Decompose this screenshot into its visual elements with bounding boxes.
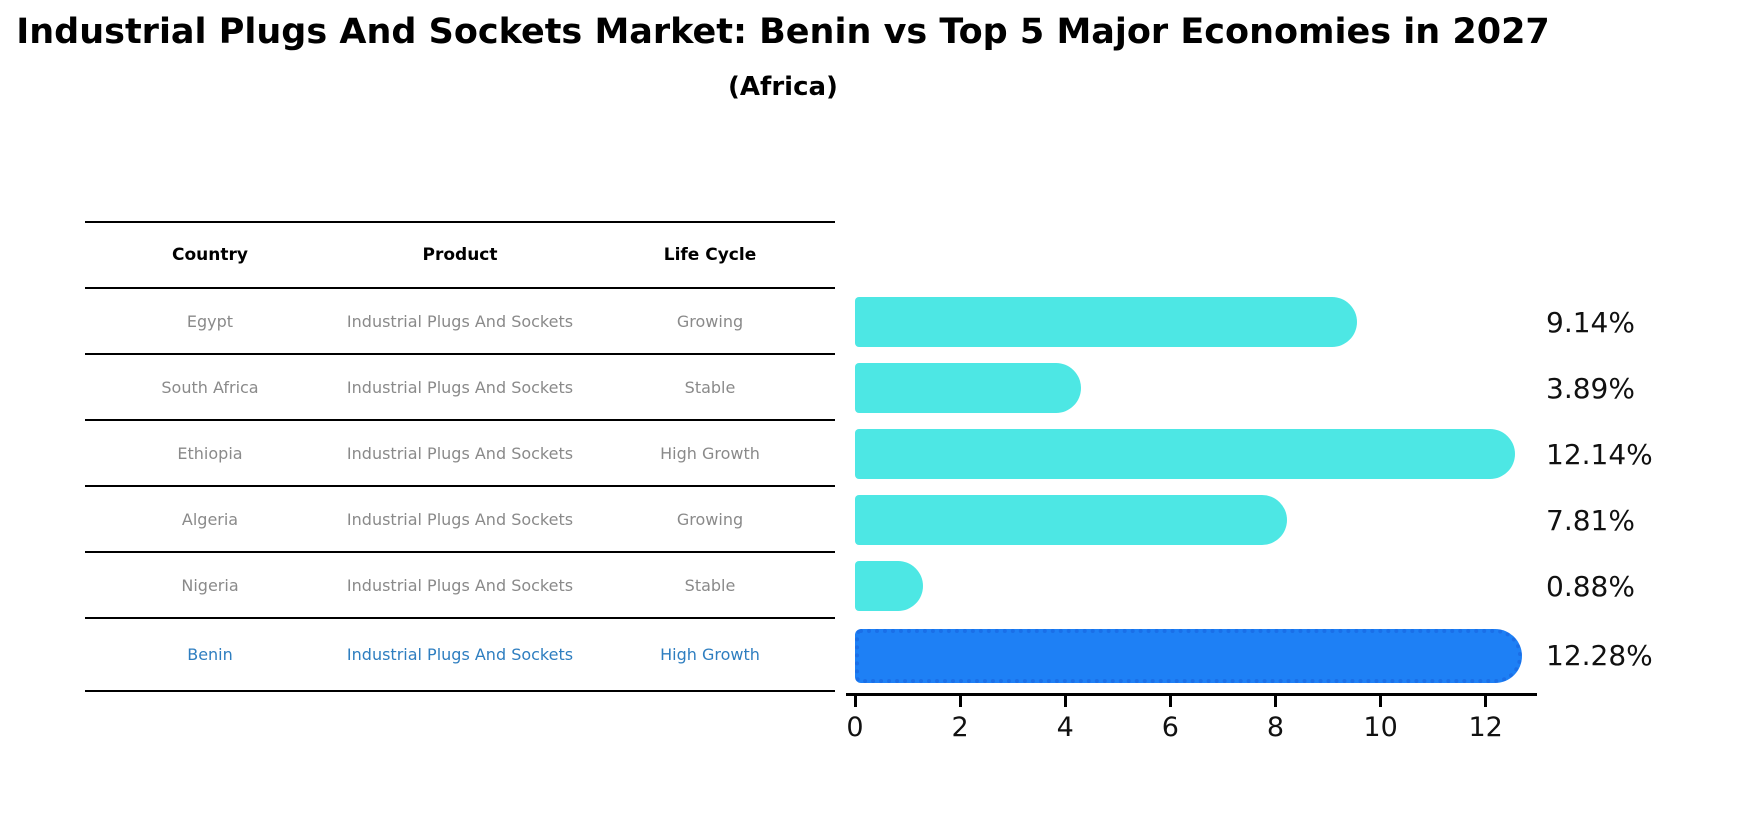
x-axis-tick: [1063, 694, 1067, 707]
cell-product: Industrial Plugs And Sockets: [346, 509, 574, 529]
x-axis-tick: [1379, 694, 1383, 707]
table-row: Nigeria Industrial Plugs And Sockets Stabl…: [85, 553, 835, 619]
cell-country: South Africa: [161, 377, 259, 397]
cell-life-cycle: Growing: [676, 509, 744, 529]
cell-product: Industrial Plugs And Sockets: [346, 443, 574, 463]
cell-product: Industrial Plugs And Sockets: [346, 311, 574, 331]
cell-product: Industrial Plugs And Sockets: [346, 645, 574, 664]
x-axis-tick: [1484, 694, 1488, 707]
x-axis-tick-label: 12: [1468, 712, 1503, 743]
x-axis-tick: [853, 694, 857, 707]
x-axis-tick-label: 8: [1266, 712, 1285, 743]
table-row: Ethiopia Industrial Plugs And Sockets High…: [85, 421, 835, 487]
x-axis-tick-label: 0: [846, 712, 864, 743]
bar-value-label: 9.14%: [1546, 305, 1635, 339]
chart-subtitle: (Africa): [728, 72, 838, 102]
cell-life-cycle: Stable: [684, 575, 736, 595]
chart-title: Industrial Plugs And Sockets Market: Ben…: [16, 12, 1550, 52]
bar-egypt: [855, 297, 1357, 347]
bar-south-africa: [855, 363, 1081, 413]
bar-value-label: 7.81%: [1546, 503, 1635, 537]
cell-life-cycle: High Growth: [660, 443, 760, 463]
x-axis-tick-label: 2: [951, 712, 969, 743]
cell-life-cycle: High Growth: [660, 645, 760, 664]
x-axis-tick: [958, 694, 962, 707]
bar-value-label: 12.14%: [1546, 437, 1653, 471]
bar-value-label: 0.88%: [1546, 569, 1635, 603]
bar-value-label: 12.28%: [1546, 639, 1653, 672]
x-axis-line: [846, 693, 1537, 696]
column-header-product: Product: [422, 245, 498, 265]
cell-country: Ethiopia: [177, 443, 243, 463]
cell-product: Industrial Plugs And Sockets: [346, 575, 574, 595]
table-row: Egypt Industrial Plugs And Sockets Growing: [85, 289, 835, 355]
table-header-row: Country Product Life Cycle: [85, 223, 835, 289]
x-axis-tick-label: 4: [1056, 712, 1074, 743]
cell-country: Benin: [187, 645, 233, 664]
cell-life-cycle: Growing: [676, 311, 744, 331]
cell-product: Industrial Plugs And Sockets: [346, 377, 574, 397]
x-axis-tick-label: 6: [1161, 712, 1179, 743]
bar-nigeria: [855, 561, 923, 611]
table-row: South Africa Industrial Plugs And Sockets…: [85, 355, 835, 421]
table-row: Benin Industrial Plugs And Sockets High Gr…: [85, 619, 835, 692]
country-table: Country Product Life Cycle Egypt Industrial …: [85, 221, 835, 692]
table-row: Algeria Industrial Plugs And Sockets Growi…: [85, 487, 835, 553]
x-axis-tick-label: 10: [1363, 712, 1398, 743]
bar-benin: [855, 628, 1522, 683]
column-header-life-cycle: Life Cycle: [663, 245, 757, 265]
bar-value-label: 3.89%: [1546, 371, 1635, 405]
cell-life-cycle: Stable: [684, 377, 736, 397]
cell-country: Algeria: [181, 509, 239, 529]
bar-algeria: [855, 495, 1287, 545]
bar-ethiopia: [855, 429, 1515, 479]
cell-country: Nigeria: [181, 575, 239, 595]
cell-country: Egypt: [186, 311, 234, 331]
x-axis-tick: [1273, 694, 1277, 707]
column-header-country: Country: [172, 245, 248, 265]
x-axis-tick: [1168, 694, 1172, 707]
